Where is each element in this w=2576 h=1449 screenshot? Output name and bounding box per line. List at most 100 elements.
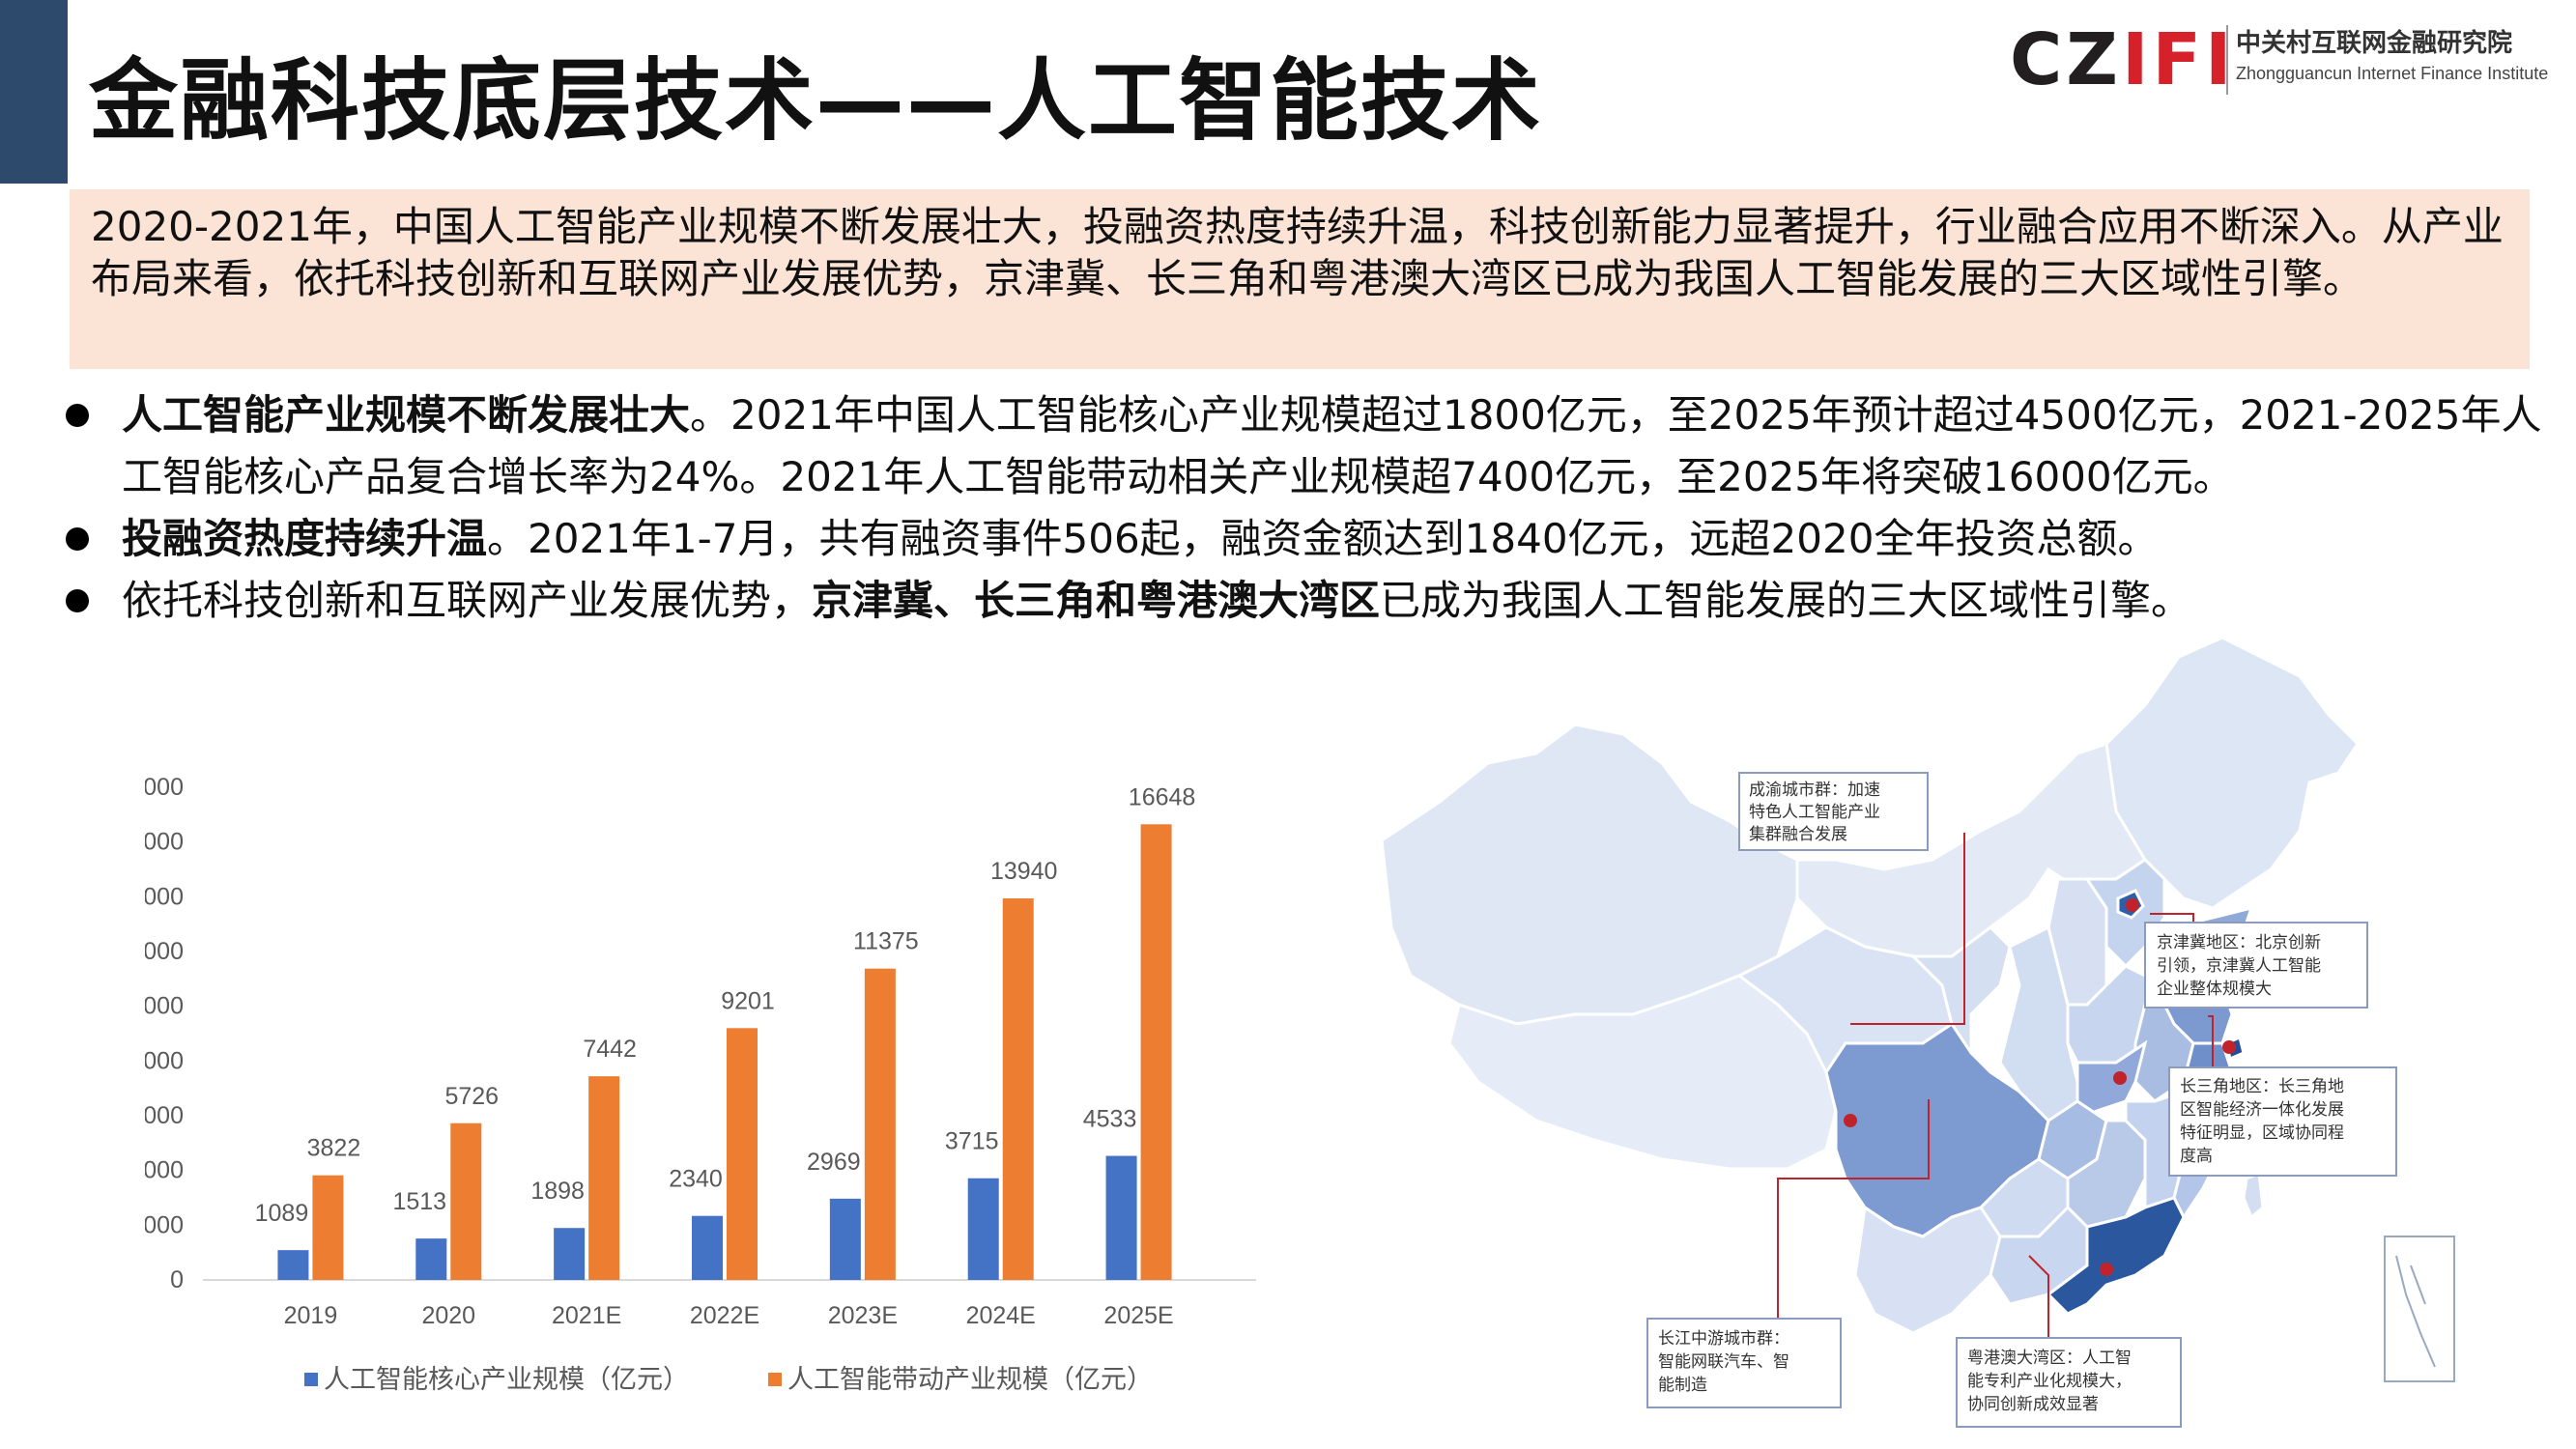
map-region-taiwan [2242,1171,2265,1220]
x-tick-label: 2025E [1103,1302,1173,1329]
map-markers [1844,898,2236,1276]
y-tick-label: 0 [170,1266,184,1293]
ai-industry-bar-chart: 0 2000 4000 6000 8000 10000 12000 14000 16000 180… [145,774,1256,1394]
callout-line: 引领，京津冀人工智能 [2157,956,2321,976]
logo-mark: CZIFI [2010,18,2236,101]
china-ai-region-map: 成渝城市群：加速 特色人工智能产业 集群融合发展 京津冀地区：北京创新 引领，京… [1380,638,2455,1428]
map-provinces [1380,638,2360,1383]
bar-core-scale [554,1228,586,1280]
bar-driven-scale [450,1122,482,1280]
inset-coastline [2395,1255,2436,1368]
data-label: 4533 [1083,1106,1137,1133]
marker-shenzhen [2100,1263,2113,1276]
data-label: 1513 [392,1188,446,1215]
marker-beijing [2126,898,2139,912]
y-tick-label: 16000 [145,829,184,856]
bullet-dot [66,589,89,612]
bullet-regional-engines: 依托科技创新和互联网产业发展优势，京津冀、长三角和粤港澳大湾区已成为我国人工智能… [58,570,2551,632]
data-label: 5726 [444,1083,499,1110]
bar-driven-scale [1140,824,1172,1280]
south-china-sea-inset [2384,1236,2455,1382]
marker-chengdu [1844,1114,1857,1127]
data-label: 2969 [807,1149,861,1176]
bar-core-scale [829,1198,861,1280]
map-callouts: 成渝城市群：加速 特色人工智能产业 集群融合发展 京津冀地区：北京创新 引领，京… [1646,772,2397,1428]
summary-text: 2020-2021年，中国人工智能产业规模不断发展壮大，投融资热度持续升温，科技… [91,203,2504,302]
callout-line: 智能网联汽车、智 [1658,1352,1789,1372]
title-accent-bar [0,0,68,184]
data-label: 16648 [1129,783,1196,810]
leader-yuegangao [2028,1255,2049,1348]
callout-line: 企业整体规模大 [2157,980,2272,999]
data-label: 1089 [255,1200,309,1227]
y-tick-label: 4000 [145,1157,184,1184]
callout-box [2168,1066,2397,1177]
bullet-list: 人工智能产业规模不断发展壮大。2021年中国人工智能核心产业规模超过1800亿元… [58,384,2551,632]
callout-changjiang: 长江中游城市群： 智能网联汽车、智 能制造 [1646,1318,1842,1408]
bar-driven-scale [312,1175,344,1280]
y-tick-label: 6000 [145,1102,184,1129]
callout-box [1738,772,1929,851]
bar-driven-scale [588,1076,620,1280]
leader-chengyu [1850,833,1965,1025]
x-tick-label: 2020 [421,1302,475,1329]
callout-line: 特征明显，区域协同程 [2180,1123,2344,1143]
x-tick-label: 2024E [966,1302,1036,1329]
y-tick-label: 18000 [145,774,184,801]
bullet-pre-text: 依托科技创新和互联网产业发展优势， [122,577,813,624]
bullet-dot [66,404,89,427]
bar-driven-scale [727,1028,758,1280]
y-tick-label: 2000 [145,1211,184,1238]
callout-line: 成渝城市群：加速 [1749,781,1880,800]
bullet-bold: 京津冀、长三角和粤港澳大湾区 [812,577,1381,624]
marker-shanghai [2222,1040,2236,1054]
bullet-industry-scale: 人工智能产业规模不断发展壮大。2021年中国人工智能核心产业规模超过1800亿元… [58,384,2551,508]
data-label: 11375 [853,928,919,955]
callout-line: 长三角地区：长三角地 [2180,1077,2344,1096]
bullet-text: 。2021年1-7月，共有融资事件506起，融资金额达到1840亿元，远超202… [487,515,2159,562]
bar-core-scale [415,1238,447,1280]
legend-label: 人工智能核心产业规模（亿元） [324,1365,689,1394]
bar-driven-scale [864,968,896,1280]
x-tick-label: 2022E [690,1302,759,1329]
callout-jingjinji: 京津冀地区：北京创新 引领，京津冀人工智能 企业整体规模大 [2144,922,2368,1009]
callout-line: 集群融合发展 [1749,825,1847,844]
logo-english-name: Zhongguancun Internet Finance Institute [2236,64,2549,83]
marker-wuhan [2113,1071,2127,1085]
map-leader-lines [1777,833,2246,1348]
y-tick-label: 10000 [145,993,184,1020]
bullet-text: 已成为我国人工智能发展的三大区域性引擎。 [1380,577,2192,624]
x-tick-label: 2019 [284,1302,338,1329]
callout-line: 区智能经济一体化发展 [2180,1100,2344,1120]
callout-line: 协同创新成效显著 [1967,1395,2099,1414]
callout-box [1646,1318,1842,1408]
callout-yuegangao: 粤港澳大湾区：人工智 能专利产业化规模大， 协同创新成效显著 [1956,1337,2182,1428]
callout-line: 长江中游城市群： [1658,1329,1789,1349]
callout-line: 特色人工智能产业 [1749,803,1880,822]
map-region-hubei [2075,1039,2148,1122]
bar-driven-scale [1002,898,1034,1280]
data-label: 2340 [669,1166,723,1193]
callout-chengyu: 成渝城市群：加速 特色人工智能产业 集群融合发展 [1738,772,1929,851]
callout-box [2144,922,2368,1009]
callout-box [1956,1337,2182,1428]
data-label: 9201 [721,987,775,1014]
logo-chinese-name: 中关村互联网金融研究院 [2236,29,2513,58]
callout-line: 京津冀地区：北京创新 [2157,933,2321,952]
callout-line: 能专利产业化规模大， [1967,1372,2132,1391]
logo-divider [2226,25,2228,95]
bar-core-scale [1105,1155,1137,1280]
y-tick-label: 14000 [145,883,184,910]
data-label: 3822 [307,1135,361,1162]
bullet-bold: 投融资热度持续升温 [122,515,488,562]
bar-core-scale [967,1178,999,1280]
callout-changsanjiao: 长三角地区：长三角地 区智能经济一体化发展 特征明显，区域协同程 度高 [2168,1066,2397,1177]
legend-label: 人工智能带动产业规模（亿元） [787,1365,1153,1394]
callout-line: 能制造 [1658,1376,1707,1395]
map-region-gansu [1864,925,2012,1058]
leader-changjiang [1777,1099,1930,1333]
legend-swatch-core [304,1373,318,1386]
data-label: 13940 [990,858,1058,885]
x-tick-label: 2023E [828,1302,898,1329]
bullet-text: 。2021年中国人工智能核心产业规模超过1800亿元，至2025年预计超过450… [122,391,2542,500]
